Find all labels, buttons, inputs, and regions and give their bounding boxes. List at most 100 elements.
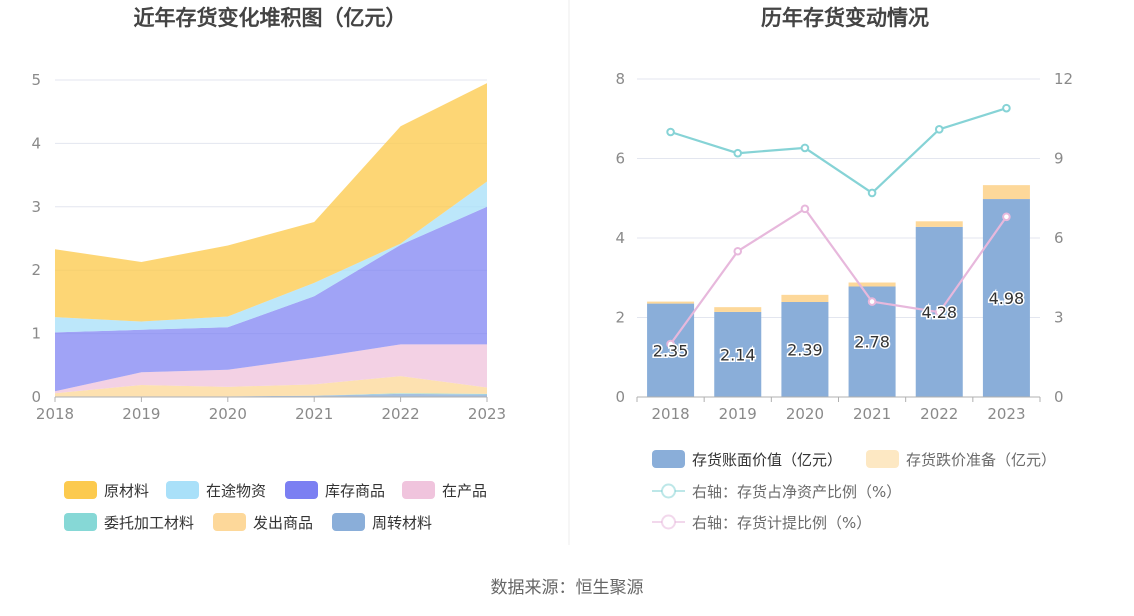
line-point-ratio_net — [934, 125, 944, 134]
bar-y-tick-label: 6 — [615, 150, 625, 168]
legend-label: 原材料 — [104, 482, 149, 500]
line-point-ratio_prov — [666, 339, 675, 349]
legend-item-goods[interactable]: 库存商品 — [285, 481, 385, 500]
legend-label: 在途物资 — [206, 482, 266, 500]
area-y-tick-label: 4 — [31, 134, 41, 152]
bar-chart-legend: 存货账面价值（亿元） 存货跌价准备（亿元） 右轴：存货占净资产比例（%） 右轴：存货计… — [652, 450, 1056, 532]
bar-data-label: 2.35 — [653, 341, 689, 360]
legend-label: 发出商品 — [253, 514, 313, 532]
area-x-tick-label: 2023 — [468, 405, 506, 423]
area-series-wip — [55, 344, 487, 394]
line-point-ratio_net — [867, 188, 877, 198]
legend-label: 存货跌价准备（亿元） — [906, 451, 1056, 469]
legend-swatch — [166, 481, 199, 499]
area-y-tick-label: 2 — [31, 261, 41, 279]
line-point-ratio_net — [733, 148, 743, 158]
bar-data-label: 2.14 — [720, 345, 756, 364]
bar-y2-tick-label: 3 — [1054, 309, 1064, 327]
bar-impairment-reserve — [647, 301, 695, 304]
bar-y2-tick-label: 9 — [1054, 150, 1064, 168]
legend-item-turnover[interactable]: 周转材料 — [332, 513, 432, 532]
legend-item-shipped[interactable]: 发出商品 — [213, 513, 313, 532]
legend-item-transit[interactable]: 在途物资 — [166, 481, 266, 500]
bar-impairment-reserve — [915, 221, 963, 227]
legend-label: 委托加工材料 — [104, 514, 194, 532]
legend-label: 右轴：存货计提比例（%） — [692, 514, 871, 532]
bar-y-tick-label: 8 — [615, 70, 625, 88]
bar-y-tick-label: 0 — [615, 388, 625, 406]
legend-label: 存货账面价值（亿元） — [692, 451, 842, 469]
area-y-tick-label: 3 — [31, 198, 41, 216]
area-x-tick-label: 2019 — [122, 405, 160, 423]
bar-x-tick-label: 2021 — [853, 405, 891, 423]
line-point-ratio_net — [666, 127, 675, 137]
area-series-turnover — [55, 393, 487, 397]
legend-label: 右轴：存货占净资产比例（%） — [692, 483, 901, 501]
legend-item-ratio_prov[interactable]: 右轴：存货计提比例（%） — [652, 514, 871, 532]
bar-book-value — [647, 303, 695, 397]
bar-y2-tick-label: 12 — [1054, 70, 1073, 88]
area-y-tick-label: 5 — [31, 71, 41, 89]
bar-data-label: 4.98 — [989, 289, 1025, 308]
area-x-tick-label: 2021 — [295, 405, 333, 423]
legend-swatch — [64, 481, 97, 499]
bar-y2-tick-label: 0 — [1054, 388, 1064, 406]
bar-book-value — [781, 301, 829, 397]
bar-y-tick-label: 2 — [615, 309, 625, 327]
bar-x-tick-label: 2019 — [719, 405, 757, 423]
line-point-ratio_prov — [733, 246, 743, 256]
bar-chart-title: 历年存货变动情况 — [761, 6, 929, 30]
area-series-processing — [55, 393, 487, 397]
bar-y2-tick-label: 6 — [1054, 229, 1064, 247]
area-x-tick-label: 2022 — [382, 405, 420, 423]
legend-label: 周转材料 — [372, 514, 432, 532]
legend-swatch — [402, 481, 435, 499]
legend-label: 在产品 — [442, 482, 487, 500]
legend-swatch — [866, 450, 899, 468]
line-series-ratio_net — [670, 107, 1007, 195]
legend-item-wip[interactable]: 在产品 — [402, 481, 487, 500]
area-x-tick-label: 2018 — [36, 405, 74, 423]
bar-impairment-reserve — [781, 294, 829, 302]
area-series-raw — [55, 83, 487, 322]
legend-item-book[interactable]: 存货账面价值（亿元） — [652, 450, 842, 469]
legend-swatch — [285, 481, 318, 499]
bar-data-label: 2.78 — [854, 333, 890, 352]
legend-item-reserve[interactable]: 存货跌价准备（亿元） — [866, 450, 1056, 469]
legend-item-processing[interactable]: 委托加工材料 — [64, 513, 194, 532]
area-series-shipped — [55, 376, 487, 397]
bar-impairment-reserve — [848, 282, 896, 287]
bar-book-value — [982, 199, 1030, 397]
line-point-ratio_net — [1002, 103, 1011, 113]
area-x-tick-label: 2020 — [209, 405, 247, 423]
line-point-ratio_net — [800, 143, 810, 153]
bar-y-tick-label: 4 — [615, 229, 625, 247]
area-series-transit — [55, 181, 487, 333]
bar-impairment-reserve — [982, 185, 1030, 200]
line-series-ratio_prov — [669, 207, 1008, 345]
area-series-goods — [55, 206, 487, 392]
legend-swatch — [213, 513, 246, 531]
bar-x-tick-label: 2018 — [651, 405, 689, 423]
line-point-ratio_prov — [800, 204, 810, 214]
bar-line-chart: 0 2 4 6 8 0 3 6 9 12 2018 2019 2020 2021 2022 2023 2.35 2… — [615, 70, 1073, 423]
data-source-text: 数据来源：恒生聚源 — [491, 578, 644, 598]
legend-swatch — [652, 450, 685, 468]
legend-marker — [661, 514, 676, 530]
legend-item-ratio_net[interactable]: 右轴：存货占净资产比例（%） — [652, 483, 901, 501]
area-chart: 0 1 2 3 4 5 2018 2019 2020 2021 2022 2023 — [31, 71, 506, 423]
bar-x-tick-label: 2022 — [920, 405, 958, 423]
line-point-ratio_prov — [867, 297, 877, 306]
legend-label: 库存商品 — [325, 482, 385, 500]
line-point-ratio_prov — [1002, 212, 1011, 222]
bar-x-tick-label: 2020 — [786, 405, 824, 423]
bar-impairment-reserve — [714, 307, 762, 312]
bar-data-label: 4.28 — [921, 303, 957, 322]
bar-book-value — [714, 311, 762, 397]
line-point-ratio_prov — [934, 307, 944, 317]
legend-item-raw[interactable]: 原材料 — [64, 481, 149, 500]
legend-swatch — [332, 513, 365, 531]
